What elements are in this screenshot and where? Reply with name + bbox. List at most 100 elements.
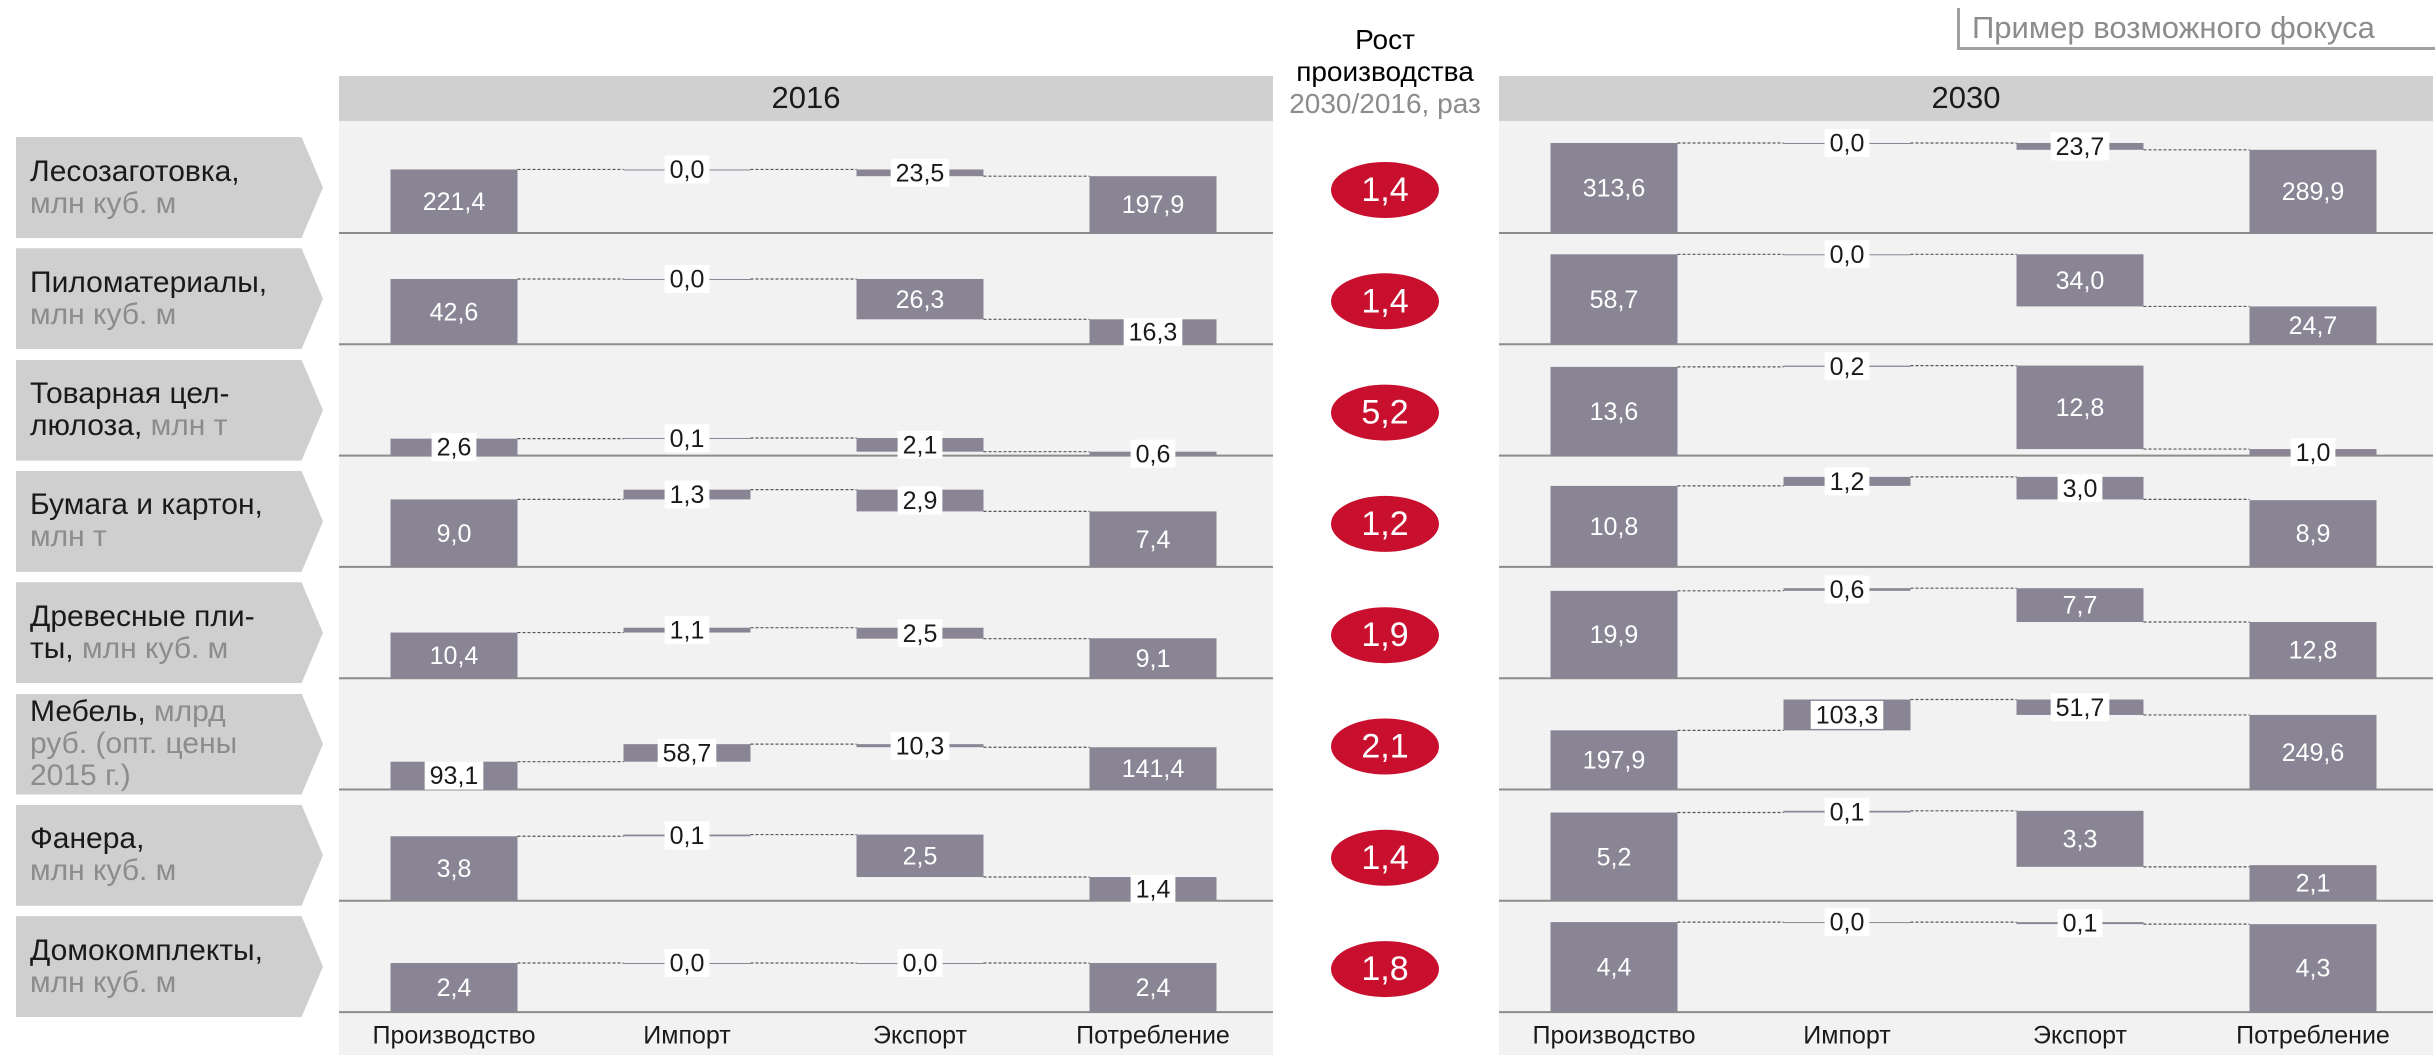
bar xyxy=(390,278,518,345)
row-label: Лесозаготовка, млн куб. м xyxy=(16,137,323,238)
growth-label: 1,4 xyxy=(1361,839,1408,877)
bar xyxy=(856,278,984,320)
value-label: 1,0 xyxy=(2296,439,2331,467)
value-label: 2,1 xyxy=(903,431,938,459)
category-label: Потребление xyxy=(1076,1022,1230,1050)
value-label: 7,4 xyxy=(1136,526,1171,554)
growth-label: 1,8 xyxy=(1361,950,1408,988)
row-label-text: Древесные пли- ты, млн куб. м xyxy=(30,599,255,665)
value-label: 0,1 xyxy=(670,425,705,453)
row-name: Фанера, xyxy=(30,822,145,856)
category-label: Экспорт xyxy=(2033,1022,2127,1050)
value-label: 1,4 xyxy=(1136,876,1171,904)
value-label-bg xyxy=(664,480,710,509)
panel-background xyxy=(339,121,1273,1055)
row-label: Товарная цел- люлоза, млн т xyxy=(16,359,323,461)
row-label-text: Домокомплекты, млн куб. м xyxy=(30,933,263,999)
bar xyxy=(390,632,518,679)
value-label-bg xyxy=(664,424,710,453)
value-label-bg xyxy=(1824,352,1870,381)
value-label: 51,7 xyxy=(2056,694,2105,722)
bar xyxy=(2249,622,2377,679)
value-label: 221,4 xyxy=(423,188,486,216)
growth-label: 1,4 xyxy=(1361,171,1408,209)
bar xyxy=(2016,810,2144,867)
bar xyxy=(1550,812,1678,901)
value-label: 23,5 xyxy=(896,159,945,187)
value-label-bg xyxy=(424,761,484,790)
bar xyxy=(390,169,518,233)
growth-header: Рост производства 2030/2016, раз xyxy=(1285,24,1485,120)
value-label-bg xyxy=(890,731,950,760)
bar xyxy=(390,836,518,901)
value-label: 289,9 xyxy=(2282,178,2345,206)
row-name: Домокомплекты, xyxy=(30,933,263,967)
panel-title: 2016 xyxy=(772,80,841,115)
row-label: Пиломатериалы, млн куб. м xyxy=(16,248,323,350)
category-label: Производство xyxy=(1532,1022,1695,1050)
value-label-bg xyxy=(2057,474,2103,503)
value-label: 3,3 xyxy=(2063,825,2098,853)
value-label: 26,3 xyxy=(896,286,945,314)
value-label: 141,4 xyxy=(1122,755,1185,783)
bar xyxy=(2249,714,2377,790)
value-label-bg xyxy=(664,949,710,978)
value-label: 12,8 xyxy=(2056,394,2105,422)
value-label: 0,1 xyxy=(1830,798,1865,826)
value-label-bg xyxy=(1824,797,1870,826)
row-unit: млрд руб. (опт. цены 2015 г.) xyxy=(30,695,238,792)
value-label-bg xyxy=(2050,693,2110,722)
bar xyxy=(1550,922,1678,1013)
row-label-text: Фанера, млн куб. м xyxy=(30,823,176,887)
value-label: 249,6 xyxy=(2282,739,2345,767)
bar xyxy=(1089,638,1217,679)
value-label: 10,3 xyxy=(896,732,945,760)
row-label: Бумага и картон, млн т xyxy=(16,470,323,572)
row-unit: млн куб. м xyxy=(81,631,229,665)
value-label: 10,8 xyxy=(1590,513,1639,541)
value-label: 0,1 xyxy=(670,822,705,850)
bar xyxy=(390,963,518,1013)
row-unit: млн куб. м xyxy=(30,854,177,888)
value-label: 197,9 xyxy=(1583,747,1646,775)
value-label: 8,9 xyxy=(2296,520,2331,548)
value-label: 13,6 xyxy=(1590,398,1639,426)
row-label-text: Лесозаготовка, млн куб. м xyxy=(30,155,240,220)
row-unit: млн куб. м xyxy=(30,297,177,331)
value-label-bg xyxy=(1123,317,1183,346)
row-label-text: Мебель, млрд руб. (опт. цены 2015 г.) xyxy=(30,696,237,792)
value-label: 103,3 xyxy=(1816,702,1879,730)
value-label: 0,0 xyxy=(1830,241,1865,269)
value-label: 0,0 xyxy=(903,950,938,978)
value-label-bg xyxy=(1810,700,1884,729)
bar xyxy=(2016,588,2144,623)
bar xyxy=(1550,366,1678,456)
row-name: Древесные пли- ты, xyxy=(30,599,255,665)
value-label-bg xyxy=(2050,132,2110,161)
bar xyxy=(2016,254,2144,307)
row-label: Фанера, млн куб. м xyxy=(16,804,323,906)
row-unit: млн куб. м xyxy=(30,965,177,999)
panel-header xyxy=(339,76,1273,121)
bar xyxy=(1089,511,1217,567)
row-name: Мебель, xyxy=(30,695,155,728)
value-label-bg xyxy=(1130,439,1176,468)
bar xyxy=(1550,143,1678,233)
value-label-bg xyxy=(431,433,477,462)
value-label: 2,1 xyxy=(2296,870,2331,898)
growth-marker xyxy=(1331,607,1439,664)
value-label-bg xyxy=(664,264,710,293)
row-label-text: Пиломатериалы, млн куб. м xyxy=(30,266,267,331)
annotation: Пример возможного фокуса xyxy=(1957,8,2435,50)
bar xyxy=(1089,747,1217,790)
value-label-bg xyxy=(2290,438,2336,467)
panel-title: 2030 xyxy=(1932,80,2001,115)
row-unit: млн т xyxy=(150,409,228,443)
bar xyxy=(1550,730,1678,790)
value-label-bg xyxy=(664,616,710,645)
value-label: 2,5 xyxy=(903,620,938,648)
value-label-bg xyxy=(897,430,943,459)
bar xyxy=(1550,485,1678,567)
